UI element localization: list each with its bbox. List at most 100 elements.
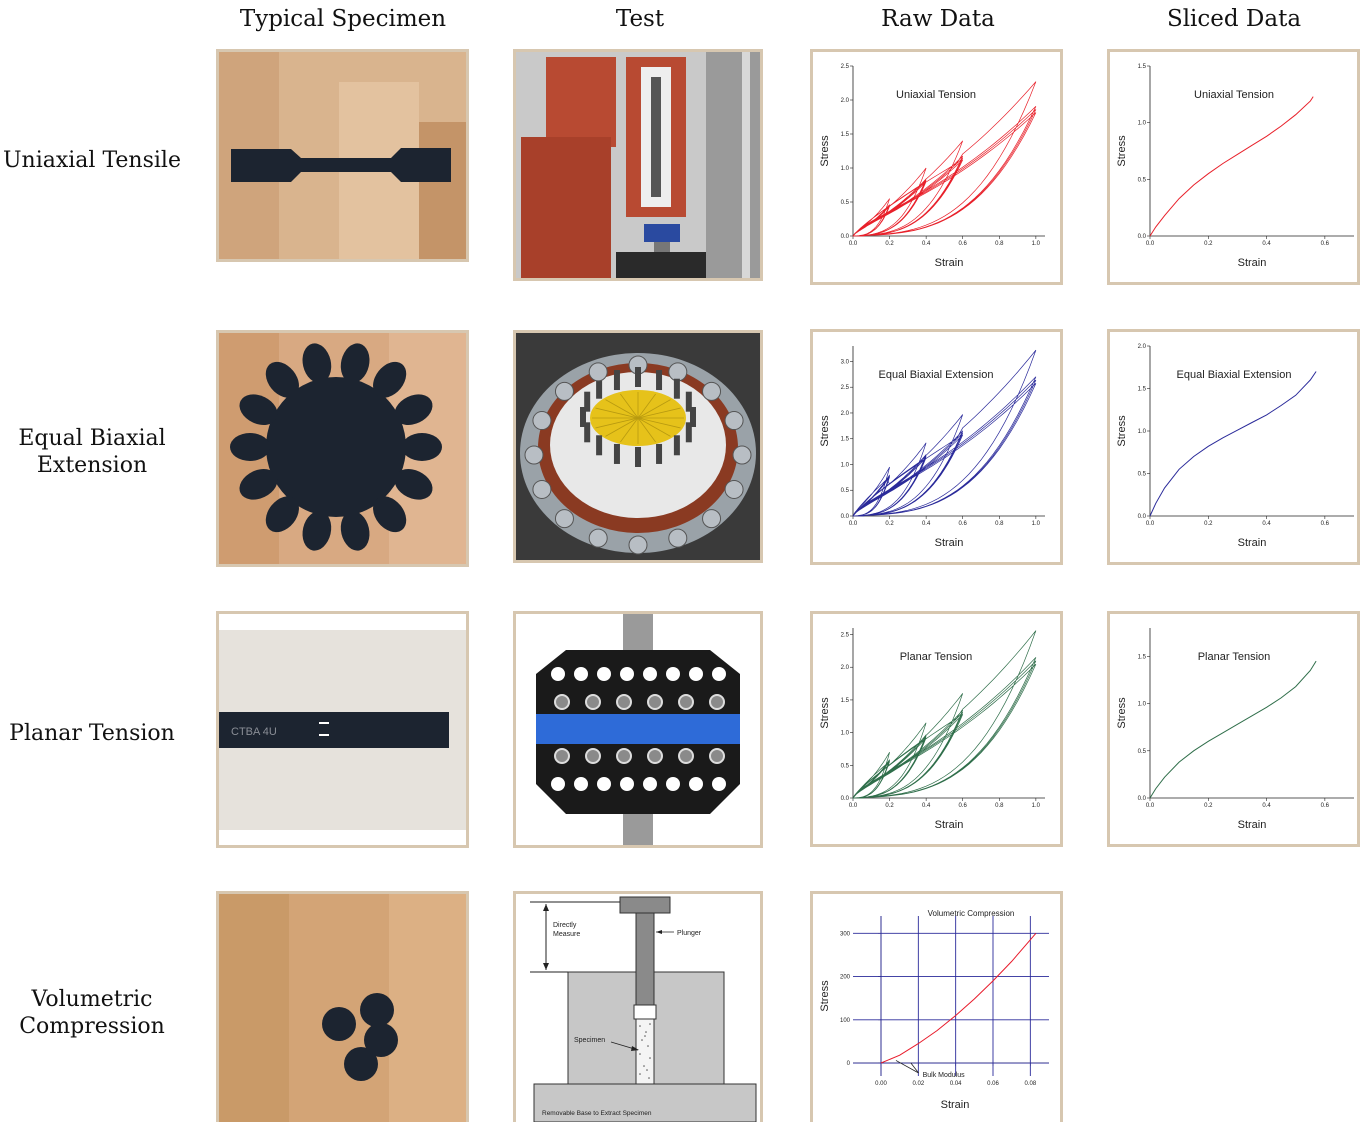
chart-sliced-planar: 0.0 0.2 0.4 0.6 0.0 0.5 1.0 1.5 Strain Stress Plan… bbox=[1116, 628, 1354, 831]
x-tick-label: 0.4 bbox=[922, 521, 931, 527]
chart-title: Equal Biaxial Extension bbox=[1177, 369, 1292, 381]
x-tick-label: 0.2 bbox=[1204, 803, 1213, 809]
x-tick-label: 0.4 bbox=[922, 241, 931, 247]
x-tick-label: 0.6 bbox=[1321, 803, 1330, 809]
specimen-photo-volumetric bbox=[216, 891, 469, 1122]
y-tick-label: 1.0 bbox=[1138, 429, 1147, 435]
x-tick-label: 1.0 bbox=[1032, 521, 1041, 527]
y-tick-label: 2.0 bbox=[1138, 344, 1147, 350]
test-photo-biaxial bbox=[513, 330, 763, 563]
series-line bbox=[880, 932, 1037, 1064]
x-tick-label: 0.4 bbox=[1262, 241, 1271, 247]
x-tick-label: 0.2 bbox=[885, 521, 894, 527]
y-axis-label: Stress bbox=[1116, 135, 1128, 167]
x-tick-label: 0.6 bbox=[959, 521, 968, 527]
chart-frame-raw-uniaxial: 0.0 0.2 0.4 0.6 0.8 1.0 0.0 0.5 1.0 1.5 2.0 2.5 Stra… bbox=[810, 49, 1063, 285]
y-tick-label: 0.5 bbox=[841, 763, 850, 769]
y-tick-label: 2.5 bbox=[841, 385, 850, 391]
grip-holes bbox=[551, 667, 726, 791]
specimen-label: Specimen bbox=[574, 1037, 605, 1044]
chart-raw-volumetric: 0.00 0.02 0.04 0.06 0.08 0 100 200 300 Strain Stre… bbox=[819, 909, 1049, 1111]
x-axis-label: Strain bbox=[1238, 819, 1267, 831]
x-tick-label: 0.4 bbox=[922, 803, 931, 809]
y-tick-label: 2.0 bbox=[841, 98, 850, 104]
x-axis-label: Strain bbox=[935, 537, 964, 549]
series-line bbox=[852, 81, 1037, 237]
x-tick-label: 0.06 bbox=[987, 1081, 999, 1087]
y-tick-label: 0.5 bbox=[841, 200, 850, 206]
y-tick-label: 0.0 bbox=[841, 514, 850, 520]
series-line bbox=[1149, 660, 1317, 799]
column-header-sliced: Sliced Data bbox=[1166, 6, 1302, 32]
y-axis-label: Stress bbox=[819, 415, 831, 447]
x-tick-label: 0.0 bbox=[849, 803, 858, 809]
clamps bbox=[524, 355, 752, 555]
y-tick-label: 0.0 bbox=[1138, 514, 1147, 520]
y-tick-label: 2.0 bbox=[841, 411, 850, 417]
row-label-planar: Planar Tension bbox=[9, 721, 175, 746]
y-axis-label: Stress bbox=[1116, 415, 1128, 447]
y-tick-label: 0.0 bbox=[1138, 796, 1147, 802]
y-tick-label: 0 bbox=[847, 1061, 851, 1067]
chart-sliced-biaxial: 0.0 0.2 0.4 0.6 0.0 0.5 1.0 1.5 2.0 Strain Stress E… bbox=[1116, 344, 1354, 549]
column-header-test: Test bbox=[615, 6, 665, 32]
chart-raw-planar: 0.0 0.2 0.4 0.6 0.8 1.0 0.0 0.5 1.0 1.5 2.0 2.5 Stra… bbox=[819, 628, 1045, 831]
y-tick-label: 2.0 bbox=[841, 665, 850, 671]
y-axis-label: Stress bbox=[819, 697, 831, 729]
x-tick-label: 0.2 bbox=[1204, 521, 1213, 527]
y-tick-label: 0.5 bbox=[1138, 177, 1147, 183]
x-axis-label: Strain bbox=[1238, 537, 1267, 549]
chart-frame-sliced-biaxial: 0.0 0.2 0.4 0.6 0.0 0.5 1.0 1.5 2.0 Strain Stress E… bbox=[1107, 329, 1360, 565]
x-tick-label: 1.0 bbox=[1032, 803, 1041, 809]
chart-title: Planar Tension bbox=[900, 651, 973, 663]
series-line bbox=[852, 349, 1037, 517]
chart-title: Volumetric Compression bbox=[928, 909, 1015, 918]
x-tick-label: 0.6 bbox=[1321, 521, 1330, 527]
annotation-pointer bbox=[895, 1060, 919, 1074]
y-tick-label: 0.0 bbox=[1138, 234, 1147, 240]
chart-frame-sliced-planar: 0.0 0.2 0.4 0.6 0.0 0.5 1.0 1.5 Strain Stress Plan… bbox=[1107, 611, 1360, 847]
directly-measure-label: Directly bbox=[553, 922, 577, 929]
x-tick-label: 0.6 bbox=[1321, 241, 1330, 247]
row-label-uniaxial: Uniaxial Tensile bbox=[3, 148, 181, 173]
y-tick-label: 2.5 bbox=[841, 633, 850, 639]
chart-raw-biaxial: 0.0 0.2 0.4 0.6 0.8 1.0 0.0 0.5 1.0 1.5 2.0 2.5 3.0 S… bbox=[819, 346, 1045, 549]
x-axis-label: Strain bbox=[941, 1099, 970, 1111]
x-tick-label: 0.00 bbox=[875, 1081, 887, 1087]
y-axis-label: Stress bbox=[819, 980, 831, 1012]
x-tick-label: 0.2 bbox=[885, 241, 894, 247]
annotation-label: Bulk Modulus bbox=[923, 1072, 966, 1079]
x-tick-label: 0.0 bbox=[849, 241, 858, 247]
x-tick-label: 0.02 bbox=[912, 1081, 924, 1087]
x-tick-label: 0.0 bbox=[1146, 521, 1155, 527]
flower-specimen bbox=[230, 343, 442, 551]
chart-raw-uniaxial: 0.0 0.2 0.4 0.6 0.8 1.0 0.0 0.5 1.0 1.5 2.0 2.5 Stra… bbox=[819, 64, 1045, 269]
row-label-biaxial: Equal Biaxial Extension bbox=[18, 426, 166, 478]
specimen-writing: CTBA 4U bbox=[231, 726, 277, 738]
column-header-raw: Raw Data bbox=[881, 6, 995, 32]
series-line bbox=[852, 630, 1037, 799]
specimen-photo-planar: CTBA 4U bbox=[216, 611, 469, 848]
x-tick-label: 0.0 bbox=[1146, 241, 1155, 247]
removable-base-label: Removable Base to Extract Specimen bbox=[542, 1110, 652, 1117]
y-tick-label: 1.0 bbox=[841, 731, 850, 737]
test-photo-planar bbox=[513, 611, 763, 848]
plunger-label: Plunger bbox=[677, 930, 702, 937]
y-tick-label: 300 bbox=[840, 931, 851, 937]
y-tick-label: 100 bbox=[840, 1018, 851, 1024]
test-photo-uniaxial bbox=[513, 49, 763, 281]
x-tick-label: 0.0 bbox=[849, 521, 858, 527]
x-axis-label: Strain bbox=[1238, 257, 1267, 269]
x-tick-label: 0.2 bbox=[885, 803, 894, 809]
specimen-photo-uniaxial bbox=[216, 49, 469, 262]
column-header-specimen: Typical Specimen bbox=[239, 6, 447, 32]
series-line bbox=[1149, 371, 1317, 517]
row-label-volumetric: Volumetric Compression bbox=[19, 987, 165, 1039]
chart-title: Uniaxial Tension bbox=[896, 89, 976, 101]
annotation-pointer bbox=[910, 1062, 919, 1074]
chart-frame-raw-planar: 0.0 0.2 0.4 0.6 0.8 1.0 0.0 0.5 1.0 1.5 2.0 2.5 Stra… bbox=[810, 611, 1063, 847]
x-tick-label: 0.4 bbox=[1262, 521, 1271, 527]
y-tick-label: 1.5 bbox=[1138, 387, 1147, 393]
y-tick-label: 0.5 bbox=[841, 488, 850, 494]
y-tick-label: 1.5 bbox=[841, 132, 850, 138]
